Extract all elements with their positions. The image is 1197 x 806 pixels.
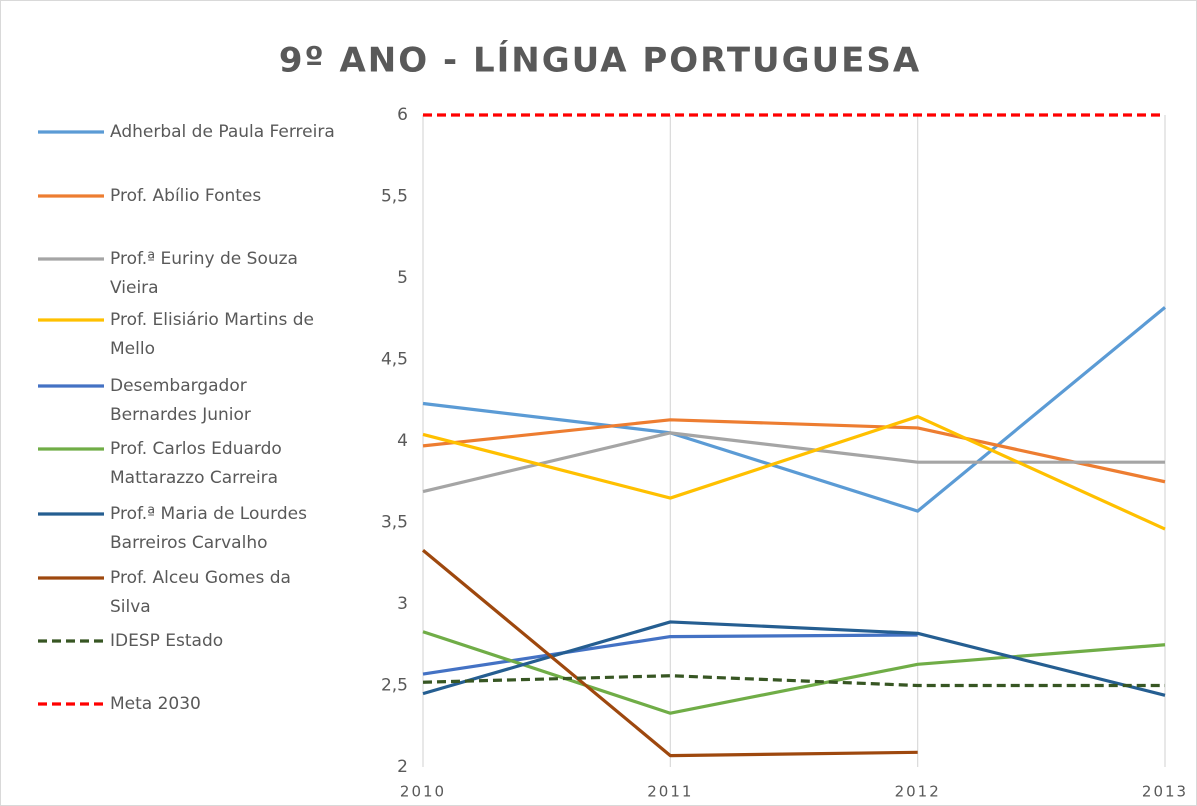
series-line xyxy=(422,633,918,676)
legend-swatch xyxy=(38,318,104,322)
y-tick-label: 5,5 xyxy=(381,187,408,207)
x-tick-label: 2013 xyxy=(1142,783,1188,801)
legend-label: Prof.ª Maria de Lourdes Barreiros Carval… xyxy=(110,504,307,553)
legend-entry: Prof.ª Maria de Lourdes Barreiros Carval… xyxy=(36,500,336,558)
legend-swatch xyxy=(38,384,104,388)
legend-entry: Prof. Abílio Fontes xyxy=(36,182,336,211)
y-tick-label: 3,5 xyxy=(381,513,408,533)
legend-label: Prof. Abílio Fontes xyxy=(110,186,262,206)
series-line xyxy=(421,548,918,758)
legend-label: Adherbal de Paula Ferreira xyxy=(110,122,335,142)
x-tick-label: 2011 xyxy=(647,783,693,801)
series-line xyxy=(422,674,1165,688)
series-line xyxy=(422,418,1166,484)
legend-label: Prof. Carlos Eduardo Mattarazzo Carreira xyxy=(110,439,282,488)
legend-swatch xyxy=(38,702,104,706)
legend-label: IDESP Estado xyxy=(110,631,224,651)
legend-swatch xyxy=(38,576,104,580)
y-tick-label: 2 xyxy=(397,757,408,777)
legend-entry: Adherbal de Paula Ferreira xyxy=(36,118,336,147)
series-line xyxy=(422,306,1167,513)
legend-swatch xyxy=(38,257,104,261)
legend-entry: Meta 2030 xyxy=(36,690,336,719)
legend-swatch xyxy=(38,447,104,451)
legend-swatch xyxy=(38,130,104,134)
legend-entry: IDESP Estado xyxy=(36,627,336,656)
y-tick-label: 5 xyxy=(397,268,408,288)
legend-label: Prof. Elisiário Martins de Mello xyxy=(110,310,314,359)
legend-entry: Prof. Carlos Eduardo Mattarazzo Carreira xyxy=(36,435,336,493)
legend-entry: Prof. Alceu Gomes da Silva xyxy=(36,564,336,622)
series-line xyxy=(422,414,1166,531)
series-line xyxy=(422,620,1166,697)
legend-label: Prof. Alceu Gomes da Silva xyxy=(110,568,291,617)
legend-swatch xyxy=(38,194,104,198)
legend-entry: Desembargador Bernardes Junior xyxy=(36,372,336,430)
x-tick-label: 2012 xyxy=(895,783,941,801)
series-line xyxy=(422,431,1165,494)
y-tick-label: 4,5 xyxy=(381,350,408,370)
x-tick-label: 2010 xyxy=(400,783,446,801)
legend-entry: Prof. Elisiário Martins de Mello xyxy=(36,306,336,364)
legend-label: Desembargador Bernardes Junior xyxy=(110,376,251,425)
y-tick-label: 6 xyxy=(397,105,408,125)
legend-swatch xyxy=(38,512,104,516)
legend-label: Prof.ª Euriny de Souza Vieira xyxy=(110,249,298,298)
y-tick-label: 3 xyxy=(397,594,408,614)
series-line xyxy=(422,630,1166,715)
y-tick-label: 4 xyxy=(397,431,408,451)
chart-title: 9º ANO - LÍNGUA PORTUGUESA xyxy=(279,40,921,81)
legend-swatch xyxy=(38,639,104,643)
y-tick-label: 2,5 xyxy=(381,676,408,696)
legend-entry: Prof.ª Euriny de Souza Vieira xyxy=(36,245,336,303)
legend-label: Meta 2030 xyxy=(110,694,201,714)
